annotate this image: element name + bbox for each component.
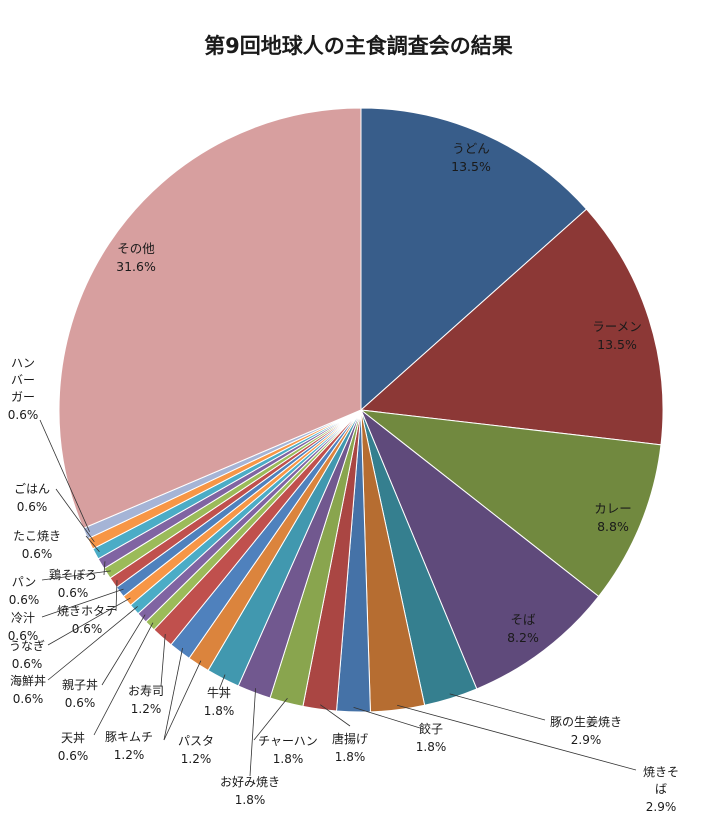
slice-13-label: 豚キムチ 1.2% bbox=[105, 730, 153, 762]
slice-12-label: パスタ 1.2% bbox=[178, 734, 214, 766]
slice-20-leader-line bbox=[115, 580, 118, 612]
slice-26-label: その他 31.6% bbox=[116, 241, 156, 274]
slice-8-leader-line bbox=[320, 704, 351, 727]
slice-22-label: 鶏そぼろ 0.6% bbox=[49, 568, 97, 600]
slice-24-leader-line bbox=[55, 488, 95, 543]
slice-5-label: 豚の生姜焼き 2.9% bbox=[550, 715, 622, 747]
slice-21-label: パン 0.6% bbox=[9, 575, 40, 607]
slice-11-leader-line bbox=[218, 674, 226, 691]
slice-9-label: チャーハン 1.8% bbox=[258, 734, 318, 766]
slice-25-label: ハンバーガー 0.6% bbox=[8, 356, 39, 422]
slice-18-leader-line bbox=[47, 597, 131, 646]
slice-3-label: カレー 8.8% bbox=[594, 501, 632, 534]
slice-10-label: お好み焼き 1.8% bbox=[220, 775, 280, 807]
slice-7-label: 餃子 1.8% bbox=[416, 721, 447, 754]
slice-19-leader-line bbox=[41, 588, 124, 618]
slice-2-wedge bbox=[359, 208, 664, 446]
slice-3-wedge bbox=[359, 409, 662, 598]
slice-21-leader-line bbox=[41, 570, 111, 581]
chart-title: 第9回地球人の主食調査会の結果 bbox=[204, 34, 513, 58]
slice-6-label: 焼きそば 2.9% bbox=[643, 765, 679, 814]
slice-13-leader-line bbox=[163, 647, 183, 741]
slice-11-label: 牛丼 1.8% bbox=[204, 685, 235, 718]
slice-labels: うどん 13.5% ラーメン 13.5% カレー 8.8% そば 8.2% 豚の生姜焼き 2.9%… bbox=[8, 141, 679, 814]
slice-7-leader-line bbox=[353, 706, 421, 729]
slice-18-label: うなぎ 0.6% bbox=[9, 639, 45, 671]
slice-17-leader-line bbox=[47, 606, 138, 681]
pie-slices bbox=[58, 107, 664, 713]
slice-17-label: 海鮮丼 0.6% bbox=[10, 673, 46, 706]
slice-22-leader-line bbox=[103, 561, 106, 576]
slice-16-leader-line bbox=[101, 614, 146, 686]
slice-26-wedge bbox=[58, 107, 362, 530]
slice-8-label: 唐揚げ 1.8% bbox=[332, 731, 368, 764]
slice-4-wedge bbox=[359, 408, 600, 690]
leader-lines bbox=[39, 419, 637, 777]
slice-19-label: 冷汁 0.6% bbox=[8, 611, 39, 643]
slice-15-leader-line bbox=[93, 622, 154, 736]
slice-14-leader-line bbox=[160, 633, 166, 687]
slice-5-leader-line bbox=[449, 693, 546, 721]
slice-12-leader-line bbox=[163, 660, 202, 741]
slice-14-label: お寿司 1.2% bbox=[128, 684, 164, 716]
slice-6-leader-line bbox=[397, 704, 637, 771]
slice-24-label: ごはん 0.6% bbox=[14, 481, 50, 514]
slice-9-leader-line bbox=[253, 697, 288, 741]
slice-23-leader-line bbox=[85, 535, 100, 552]
slice-16-label: 親子丼 0.6% bbox=[62, 678, 98, 710]
slice-1-wedge bbox=[360, 107, 588, 412]
slice-23-label: たこ焼き 0.6% bbox=[13, 529, 61, 561]
slice-10-leader-line bbox=[249, 688, 256, 777]
slice-25-leader-line bbox=[39, 419, 90, 532]
slice-4-label: そば 8.2% bbox=[507, 612, 539, 645]
slice-1-label: うどん 13.5% bbox=[451, 141, 491, 174]
slice-15-label: 天丼 0.6% bbox=[58, 731, 89, 763]
slice-2-label: ラーメン 13.5% bbox=[592, 319, 642, 352]
slice-20-label: 焼きホタテ 0.6% bbox=[57, 604, 117, 636]
